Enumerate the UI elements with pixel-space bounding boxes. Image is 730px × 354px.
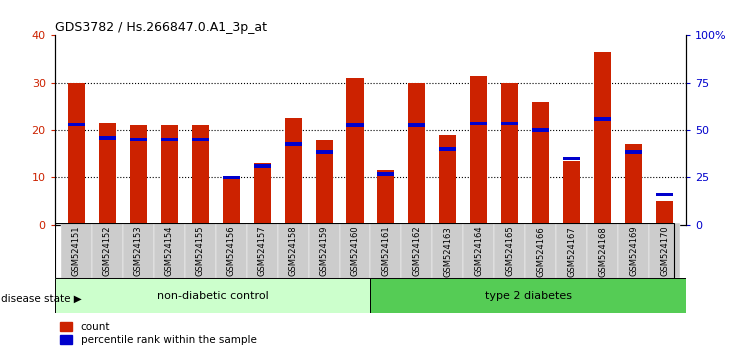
Bar bbox=[99, 123, 116, 225]
Bar bbox=[563, 161, 580, 225]
Text: disease state ▶: disease state ▶ bbox=[1, 294, 82, 304]
Text: GSM524160: GSM524160 bbox=[350, 226, 359, 276]
Text: GSM524161: GSM524161 bbox=[382, 226, 391, 276]
FancyBboxPatch shape bbox=[61, 223, 92, 278]
Bar bbox=[347, 78, 364, 225]
Bar bbox=[315, 139, 333, 225]
Text: GSM524166: GSM524166 bbox=[537, 226, 545, 276]
FancyBboxPatch shape bbox=[526, 223, 556, 278]
Text: GSM524154: GSM524154 bbox=[165, 226, 174, 276]
Bar bbox=[161, 138, 178, 142]
Bar bbox=[408, 124, 426, 127]
Text: GSM524155: GSM524155 bbox=[196, 226, 204, 276]
Bar bbox=[532, 128, 549, 132]
Bar bbox=[223, 176, 239, 179]
FancyBboxPatch shape bbox=[371, 223, 402, 278]
Bar bbox=[161, 125, 178, 225]
Text: GSM524165: GSM524165 bbox=[505, 226, 514, 276]
Text: GSM524158: GSM524158 bbox=[288, 226, 298, 276]
Text: GSM524157: GSM524157 bbox=[258, 226, 266, 276]
Bar bbox=[68, 122, 85, 126]
Text: GSM524156: GSM524156 bbox=[227, 226, 236, 276]
Bar bbox=[532, 102, 549, 225]
Legend: count, percentile rank within the sample: count, percentile rank within the sample bbox=[60, 322, 257, 345]
Text: GDS3782 / Hs.266847.0.A1_3p_at: GDS3782 / Hs.266847.0.A1_3p_at bbox=[55, 21, 266, 34]
Text: non-diabetic control: non-diabetic control bbox=[157, 291, 269, 301]
Bar bbox=[594, 117, 611, 121]
Bar bbox=[563, 156, 580, 160]
FancyBboxPatch shape bbox=[154, 223, 185, 278]
Bar bbox=[502, 121, 518, 125]
Bar bbox=[625, 144, 642, 225]
Bar bbox=[99, 136, 116, 139]
FancyBboxPatch shape bbox=[432, 223, 464, 278]
FancyBboxPatch shape bbox=[649, 223, 680, 278]
Bar bbox=[439, 147, 456, 151]
Bar bbox=[377, 170, 394, 225]
FancyBboxPatch shape bbox=[247, 223, 277, 278]
Text: GSM524167: GSM524167 bbox=[567, 226, 576, 276]
Text: GSM524164: GSM524164 bbox=[474, 226, 483, 276]
FancyBboxPatch shape bbox=[402, 223, 432, 278]
Bar bbox=[370, 278, 686, 313]
Bar bbox=[625, 150, 642, 154]
Bar bbox=[192, 125, 209, 225]
Text: GSM524152: GSM524152 bbox=[103, 226, 112, 276]
Bar bbox=[470, 76, 488, 225]
FancyBboxPatch shape bbox=[309, 223, 339, 278]
FancyBboxPatch shape bbox=[123, 223, 154, 278]
FancyBboxPatch shape bbox=[618, 223, 649, 278]
FancyBboxPatch shape bbox=[339, 223, 371, 278]
Bar bbox=[55, 278, 370, 313]
Bar bbox=[502, 83, 518, 225]
FancyBboxPatch shape bbox=[556, 223, 587, 278]
FancyBboxPatch shape bbox=[494, 223, 526, 278]
Bar bbox=[594, 52, 611, 225]
Text: type 2 diabetes: type 2 diabetes bbox=[485, 291, 572, 301]
Bar bbox=[315, 150, 333, 154]
FancyBboxPatch shape bbox=[92, 223, 123, 278]
FancyBboxPatch shape bbox=[185, 223, 215, 278]
Bar bbox=[408, 83, 426, 225]
Text: GSM524163: GSM524163 bbox=[443, 226, 453, 276]
FancyBboxPatch shape bbox=[464, 223, 494, 278]
Text: GSM524159: GSM524159 bbox=[320, 226, 328, 276]
Text: GSM524168: GSM524168 bbox=[598, 226, 607, 276]
Text: GSM524162: GSM524162 bbox=[412, 226, 421, 276]
Text: GSM524153: GSM524153 bbox=[134, 226, 143, 276]
Bar bbox=[223, 177, 239, 225]
Bar bbox=[377, 172, 394, 176]
Text: GSM524151: GSM524151 bbox=[72, 226, 81, 276]
Bar bbox=[470, 121, 488, 125]
Bar bbox=[130, 138, 147, 142]
Bar bbox=[439, 135, 456, 225]
FancyBboxPatch shape bbox=[215, 223, 247, 278]
Bar bbox=[130, 125, 147, 225]
Bar bbox=[285, 142, 301, 146]
Text: GSM524170: GSM524170 bbox=[660, 226, 669, 276]
Bar bbox=[285, 118, 301, 225]
FancyBboxPatch shape bbox=[277, 223, 309, 278]
FancyBboxPatch shape bbox=[587, 223, 618, 278]
Bar bbox=[68, 83, 85, 225]
Bar bbox=[347, 124, 364, 127]
Text: GSM524169: GSM524169 bbox=[629, 226, 638, 276]
Bar bbox=[253, 163, 271, 225]
Bar bbox=[192, 138, 209, 142]
Bar bbox=[253, 164, 271, 168]
Bar bbox=[656, 201, 673, 225]
Bar bbox=[656, 193, 673, 196]
